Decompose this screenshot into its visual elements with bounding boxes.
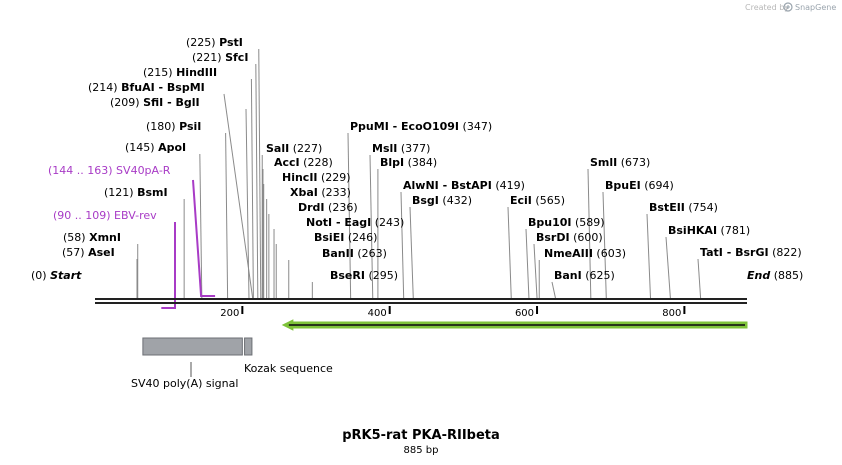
tick-label: 800 xyxy=(662,308,681,319)
site-labels: (225) PstI (221) SfcI (215) HindIII (214) B… xyxy=(31,36,803,282)
site-connector xyxy=(223,93,254,299)
backbone-bottom-strand xyxy=(95,302,747,304)
site-connector xyxy=(587,168,592,299)
backbone-top-strand xyxy=(95,298,747,300)
site-connector xyxy=(697,258,702,299)
features-layer xyxy=(142,337,253,356)
primer-label-ebv-rev[interactable]: (90 .. 109) EBV-rev xyxy=(53,209,157,222)
site-label-bseri[interactable]: BseRI (295) xyxy=(330,269,398,282)
site-connector xyxy=(250,78,254,299)
feature-label-kozak[interactable]: Kozak sequence xyxy=(244,362,333,375)
site-label-banii[interactable]: BanII (263) xyxy=(322,247,387,260)
site-connector xyxy=(245,108,250,299)
feature-kozak[interactable] xyxy=(244,337,253,356)
site-connector xyxy=(507,206,512,299)
site-label-bsmi[interactable]: (121) BsmI xyxy=(104,186,168,199)
site-label-asei[interactable]: (57) AseI xyxy=(62,246,115,259)
site-label-bpuei[interactable]: BpuEI (694) xyxy=(605,179,674,192)
site-label-start[interactable]: (0) Start xyxy=(31,269,82,282)
site-connector xyxy=(225,132,229,299)
primers-layer xyxy=(161,179,216,309)
site-label-xmni[interactable]: (58) XmnI xyxy=(63,231,121,244)
site-connector xyxy=(602,191,607,299)
site-label-alwni-bstapi[interactable]: AlwNI - BstAPI (419) xyxy=(403,179,525,192)
orf-arrow[interactable] xyxy=(281,319,748,331)
site-connector xyxy=(369,154,374,299)
site-label-apoi[interactable]: (145) ApoI xyxy=(125,141,186,154)
site-connector xyxy=(258,48,262,299)
site-label-noti-eagi[interactable]: NotI - EagI (243) xyxy=(306,216,404,229)
credit-brand: SnapGene xyxy=(795,3,836,12)
site-connector xyxy=(255,63,259,299)
site-connector xyxy=(409,206,414,299)
primer-label-sv40pa-r[interactable]: (144 .. 163) SV40pA-R xyxy=(48,164,171,177)
site-label-end[interactable]: End (885) xyxy=(747,269,803,282)
site-label-smli[interactable]: SmlI (673) xyxy=(590,156,650,169)
credit-prefix: Created by xyxy=(745,3,789,12)
site-label-bsteii[interactable]: BstEII (754) xyxy=(649,201,718,214)
site-label-bani[interactable]: BanI (625) xyxy=(554,269,615,282)
site-connector xyxy=(665,236,671,299)
site-label-bsgi[interactable]: BsgI (432) xyxy=(412,194,472,207)
tick-label: 400 xyxy=(368,308,387,319)
ruler-ticks: 200 400 600 800 xyxy=(220,306,686,319)
site-connector xyxy=(347,132,352,299)
site-label-xbai[interactable]: XbaI (233) xyxy=(290,186,351,199)
snapgene-logo-icon xyxy=(783,2,793,12)
tick-label: 600 xyxy=(515,308,534,319)
tick-label: 200 xyxy=(220,308,239,319)
site-connector xyxy=(199,153,203,299)
site-label-psii[interactable]: (180) PsiI xyxy=(146,120,201,133)
site-label-ecii[interactable]: EciI (565) xyxy=(510,194,565,207)
site-label-ppumi-ecoo109i[interactable]: PpuMI - EcoO109I (347) xyxy=(350,120,492,133)
site-label-bsihkai[interactable]: BsiHKAI (781) xyxy=(668,224,750,237)
feature-sv40-polya[interactable] xyxy=(142,337,243,356)
site-label-drdi[interactable]: DrdI (236) xyxy=(298,201,358,214)
site-connectors xyxy=(136,48,702,299)
site-label-hincii[interactable]: HincII (229) xyxy=(282,171,351,184)
site-connector xyxy=(400,191,405,299)
primer-ebv-rev[interactable] xyxy=(161,222,176,309)
site-label-bsiei[interactable]: BsiEI (246) xyxy=(314,231,377,244)
site-label-sfii-bgli[interactable]: (209) SfiI - BglI xyxy=(110,96,200,109)
feature-label-sv40-polya[interactable]: SV40 poly(A) signal xyxy=(131,377,238,390)
site-connector xyxy=(525,228,530,299)
site-label-nmeaiii[interactable]: NmeAIII (603) xyxy=(544,247,626,260)
site-label-bsrdi[interactable]: BsrDI (600) xyxy=(536,231,603,244)
map-length: 885 bp xyxy=(404,445,439,456)
site-label-blpi[interactable]: BlpI (384) xyxy=(380,156,437,169)
site-label-bpu10i[interactable]: Bpu10I (589) xyxy=(528,216,605,229)
site-connector xyxy=(551,281,556,299)
site-label-sali[interactable]: SalI (227) xyxy=(266,142,322,155)
site-label-acci[interactable]: AccI (228) xyxy=(274,156,333,169)
site-connector xyxy=(533,243,538,299)
site-label-bfuai-bspmi[interactable]: (214) BfuAI - BspMI xyxy=(88,81,205,94)
site-label-psti[interactable]: (225) PstI xyxy=(186,36,243,49)
site-label-msli[interactable]: MslI (377) xyxy=(372,142,430,155)
site-connector xyxy=(646,213,651,299)
site-label-sfci[interactable]: (221) SfcI xyxy=(192,51,248,64)
map-title: pRK5-rat PKA-RIIbeta xyxy=(342,428,500,443)
site-label-hindiii[interactable]: (215) HindIII xyxy=(143,66,217,79)
site-label-tati-bsrgi[interactable]: TatI - BsrGI (822) xyxy=(700,246,802,259)
primer-sv40pa-r[interactable] xyxy=(192,179,216,297)
